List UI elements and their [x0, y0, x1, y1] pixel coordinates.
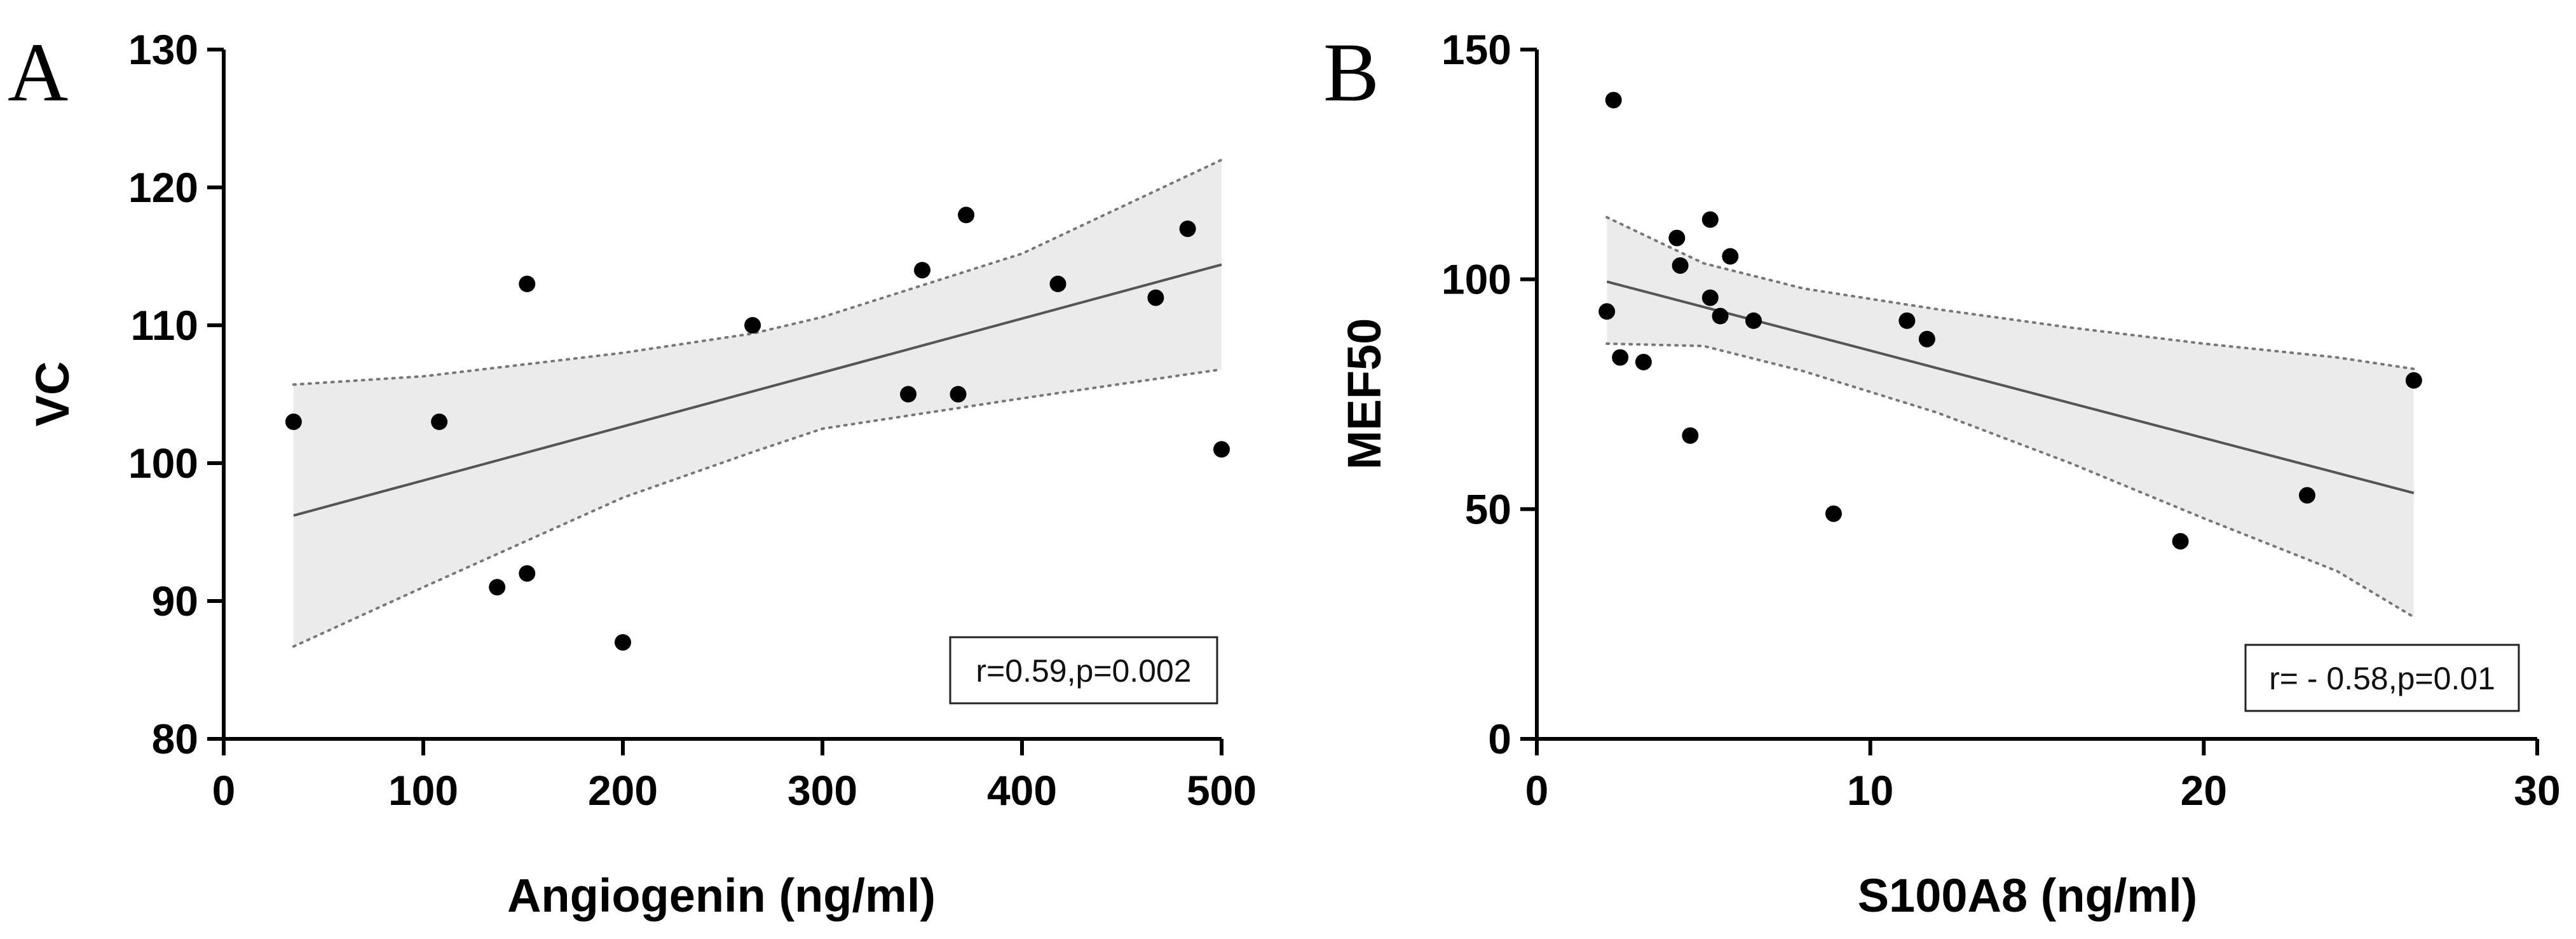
panel-a-point-11 [1049, 275, 1067, 292]
panel-b-regression-line [1606, 280, 2415, 494]
panel-b-point-15 [2172, 532, 2189, 550]
panel-b-point-1 [1605, 91, 1622, 109]
panel-a-point-10 [958, 206, 975, 224]
panel-b-point-9 [1712, 307, 1729, 325]
panel-a-x-tick-label-0: 0 [212, 767, 236, 814]
panel-a-point-8 [914, 262, 930, 279]
panel-b-points [1598, 91, 2422, 550]
panel-a-y-tick-label-5: 130 [128, 26, 198, 73]
panel-a-x-tick-label-1: 100 [388, 767, 458, 814]
panel-b-x-tick-label-1: 10 [1847, 767, 1893, 814]
panel-a-ci-lower [292, 368, 1223, 648]
panel-b-ci-lower [1605, 342, 2415, 619]
panel-b-point-14 [1918, 330, 1935, 348]
panel-b-y-tick-label-2: 100 [1441, 256, 1511, 303]
panel-b-stat-text: r= - 0.58,p=0.01 [2269, 661, 2495, 696]
panel-b-x-axis-title: S100A8 (ng/ml) [1858, 869, 2198, 922]
panel-a-point-3 [519, 565, 536, 582]
panel-b-confidence-band [1607, 217, 2414, 618]
panel-a-point-0 [285, 413, 302, 430]
panel-b-point-17 [2405, 372, 2422, 389]
panel-a-point-6 [744, 317, 761, 334]
panel-a-ci-upper [292, 158, 1223, 386]
panel-b-point-8 [1701, 289, 1719, 306]
panel-a-point-7 [900, 386, 917, 403]
panel-a-points [285, 206, 1230, 651]
panel-a-y-tick-label-2: 100 [128, 440, 198, 487]
panel-a-y-ticks: 80 90 100 110 120 130 [128, 26, 224, 762]
panel-a-y-tick-label-1: 90 [152, 578, 198, 625]
panel-b-x-ticks: 0 10 20 30 [1525, 739, 2561, 814]
panel-b-y-tick-label-3: 150 [1441, 26, 1511, 73]
panel-a-y-tick-label-0: 80 [152, 715, 198, 762]
panel-b-x-tick-label-2: 20 [2181, 767, 2227, 814]
panel-b-point-12 [1825, 505, 1842, 522]
panel-a-point-12 [1147, 289, 1164, 306]
panel-b-point-10 [1722, 248, 1739, 265]
panel-b-ci-upper [1605, 216, 2415, 370]
panel-a-letter: A [8, 25, 68, 119]
panel-b-point-16 [2298, 487, 2315, 504]
panel-a-point-14 [1213, 441, 1230, 458]
panel-b-y-tick-label-0: 0 [1488, 715, 1511, 762]
panel-b-point-13 [1898, 312, 1916, 329]
panel-b-y-axis-title: MEF50 [1338, 318, 1391, 470]
panel-b-y-ticks: 0 50 100 150 [1441, 26, 1537, 762]
panel-a: A 0 100 200 300 400 500 80 90 100 110 120 130 Angi… [8, 25, 1257, 922]
panel-b-point-3 [1635, 353, 1652, 370]
panel-a-confidence-band [293, 159, 1222, 647]
panel-b-stat-annotation: r= - 0.58,p=0.01 [2244, 644, 2520, 712]
panel-b-point-7 [1701, 211, 1719, 228]
panel-a-x-ticks: 0 100 200 300 400 500 [212, 739, 1257, 814]
panel-b-letter: B [1323, 25, 1379, 119]
panel-b-point-5 [1672, 257, 1689, 274]
panel-a-point-4 [519, 275, 536, 292]
panel-b-point-0 [1598, 303, 1616, 320]
panel-a-point-5 [615, 634, 631, 651]
panel-a-y-axis-title: VC [26, 361, 79, 427]
panel-a-x-tick-label-4: 400 [987, 767, 1057, 814]
panel-a-point-1 [431, 413, 448, 430]
panel-b-point-4 [1668, 229, 1686, 247]
panel-a-point-2 [489, 579, 506, 596]
panel-a-y-tick-label-3: 110 [131, 302, 198, 349]
panel-a-x-axis-title: Angiogenin (ng/ml) [507, 869, 936, 922]
panel-a-y-tick-label-4: 120 [128, 164, 198, 211]
panel-a-stat-annotation: r=0.59,p=0.002 [949, 636, 1218, 705]
panel-b: B 0 10 20 30 0 50 100 150 S100A8 (ng/ml) MEF50… [1323, 25, 2561, 922]
panel-a-x-tick-label-2: 200 [588, 767, 658, 814]
panel-b-point-11 [1745, 312, 1762, 329]
panel-a-x-tick-label-5: 500 [1187, 767, 1257, 814]
panel-a-point-13 [1179, 220, 1196, 238]
panel-a-x-tick-label-3: 300 [787, 767, 857, 814]
panel-a-point-9 [950, 386, 967, 403]
panel-b-x-tick-label-0: 0 [1525, 767, 1549, 814]
panel-b-point-6 [1682, 427, 1699, 444]
panel-a-stat-text: r=0.59,p=0.002 [976, 653, 1191, 689]
panel-a-regression-line [293, 263, 1222, 517]
panel-b-point-2 [1612, 349, 1629, 366]
panel-b-x-tick-label-3: 30 [2514, 767, 2560, 814]
panel-b-y-tick-label-1: 50 [1465, 485, 1511, 532]
